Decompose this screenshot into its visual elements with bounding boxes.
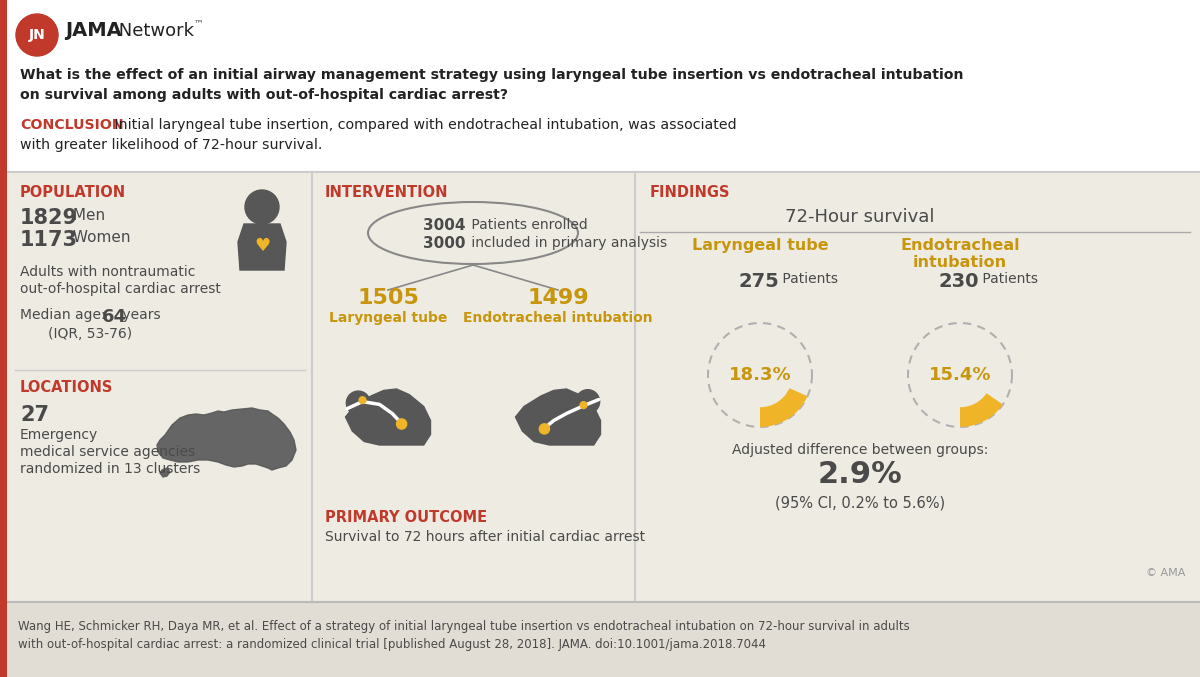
Circle shape bbox=[580, 401, 587, 408]
Text: Network: Network bbox=[113, 22, 194, 40]
Text: PRIMARY OUTCOME: PRIMARY OUTCOME bbox=[325, 510, 487, 525]
FancyBboxPatch shape bbox=[7, 0, 1200, 172]
Polygon shape bbox=[157, 408, 296, 470]
Text: included in primary analysis: included in primary analysis bbox=[467, 236, 667, 250]
Wedge shape bbox=[960, 393, 1003, 427]
Text: with greater likelihood of 72-hour survival.: with greater likelihood of 72-hour survi… bbox=[20, 138, 323, 152]
Polygon shape bbox=[160, 468, 170, 477]
Polygon shape bbox=[238, 224, 286, 270]
Polygon shape bbox=[516, 389, 600, 445]
Text: Survival to 72 hours after initial cardiac arrest: Survival to 72 hours after initial cardi… bbox=[325, 530, 646, 544]
Text: JN: JN bbox=[29, 28, 46, 42]
Text: (95% CI, 0.2% to 5.6%): (95% CI, 0.2% to 5.6%) bbox=[775, 496, 946, 511]
Text: 1173: 1173 bbox=[20, 230, 78, 250]
Wedge shape bbox=[760, 388, 808, 427]
Text: 64: 64 bbox=[102, 308, 127, 326]
Text: Patients: Patients bbox=[978, 272, 1038, 286]
Text: 72-Hour survival: 72-Hour survival bbox=[785, 208, 935, 226]
Text: 27: 27 bbox=[20, 405, 49, 425]
Circle shape bbox=[359, 397, 366, 403]
Text: 3004: 3004 bbox=[422, 218, 466, 233]
Text: ™: ™ bbox=[194, 18, 204, 28]
Text: 3000: 3000 bbox=[422, 236, 466, 251]
Text: medical service agencies: medical service agencies bbox=[20, 445, 196, 459]
Text: What is the effect of an initial airway management strategy using laryngeal tube: What is the effect of an initial airway … bbox=[20, 68, 964, 82]
Circle shape bbox=[347, 391, 370, 415]
Circle shape bbox=[576, 390, 600, 414]
Text: Wang HE, Schmicker RH, Daya MR, et al. Effect of a strategy of initial laryngeal: Wang HE, Schmicker RH, Daya MR, et al. E… bbox=[18, 620, 910, 633]
Text: with out-of-hospital cardiac arrest: a randomized clinical trial [published Augu: with out-of-hospital cardiac arrest: a r… bbox=[18, 638, 766, 651]
Text: POPULATION: POPULATION bbox=[20, 185, 126, 200]
Circle shape bbox=[16, 14, 58, 56]
FancyBboxPatch shape bbox=[0, 0, 7, 677]
Circle shape bbox=[539, 424, 550, 434]
Text: Endotracheal intubation: Endotracheal intubation bbox=[463, 311, 653, 325]
Text: JAMA: JAMA bbox=[65, 22, 121, 41]
Text: Emergency: Emergency bbox=[20, 428, 98, 442]
Text: Laryngeal tube: Laryngeal tube bbox=[329, 311, 448, 325]
Text: Initial laryngeal tube insertion, compared with endotracheal intubation, was ass: Initial laryngeal tube insertion, compar… bbox=[110, 118, 737, 132]
Text: 1505: 1505 bbox=[358, 288, 419, 308]
Text: (IQR, 53-76): (IQR, 53-76) bbox=[48, 327, 132, 341]
Text: Adjusted difference between groups:: Adjusted difference between groups: bbox=[732, 443, 988, 457]
Text: 1499: 1499 bbox=[527, 288, 589, 308]
Text: 230: 230 bbox=[938, 272, 978, 291]
FancyBboxPatch shape bbox=[0, 602, 1200, 677]
Text: 1829: 1829 bbox=[20, 208, 78, 228]
Text: out-of-hospital cardiac arrest: out-of-hospital cardiac arrest bbox=[20, 282, 221, 296]
Text: Laryngeal tube: Laryngeal tube bbox=[691, 238, 828, 253]
Text: Endotracheal
intubation: Endotracheal intubation bbox=[900, 238, 1020, 270]
Text: INTERVENTION: INTERVENTION bbox=[325, 185, 449, 200]
Text: Patients: Patients bbox=[778, 272, 838, 286]
Text: ♥: ♥ bbox=[254, 237, 270, 255]
Text: years: years bbox=[118, 308, 161, 322]
Text: Patients enrolled: Patients enrolled bbox=[467, 218, 588, 232]
Text: Median age:: Median age: bbox=[20, 308, 110, 322]
Polygon shape bbox=[346, 389, 431, 445]
Text: randomized in 13 clusters: randomized in 13 clusters bbox=[20, 462, 200, 476]
Text: Adults with nontraumatic: Adults with nontraumatic bbox=[20, 265, 196, 279]
Text: © AMA: © AMA bbox=[1146, 568, 1186, 578]
FancyBboxPatch shape bbox=[7, 172, 1200, 602]
Text: FINDINGS: FINDINGS bbox=[650, 185, 731, 200]
Circle shape bbox=[396, 419, 407, 429]
Circle shape bbox=[245, 190, 278, 224]
Text: 15.4%: 15.4% bbox=[929, 366, 991, 384]
Text: CONCLUSION: CONCLUSION bbox=[20, 118, 124, 132]
Text: LOCATIONS: LOCATIONS bbox=[20, 380, 113, 395]
Text: 18.3%: 18.3% bbox=[728, 366, 791, 384]
Text: on survival among adults with out-of-hospital cardiac arrest?: on survival among adults with out-of-hos… bbox=[20, 88, 508, 102]
Text: 2.9%: 2.9% bbox=[817, 460, 902, 489]
Text: Women: Women bbox=[68, 230, 131, 245]
Text: 275: 275 bbox=[738, 272, 779, 291]
Text: Men: Men bbox=[68, 208, 106, 223]
